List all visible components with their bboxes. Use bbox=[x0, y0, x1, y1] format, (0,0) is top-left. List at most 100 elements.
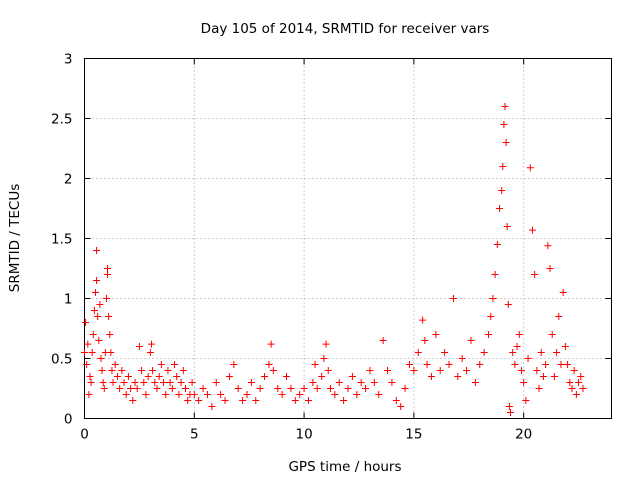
data-point bbox=[348, 373, 356, 380]
data-point bbox=[401, 385, 409, 392]
data-point bbox=[296, 391, 304, 398]
data-point bbox=[553, 349, 561, 356]
data-point bbox=[153, 385, 161, 392]
data-point bbox=[147, 340, 155, 348]
data-point bbox=[131, 379, 139, 386]
data-point bbox=[89, 331, 97, 338]
x-tick-label: 10 bbox=[295, 427, 312, 443]
data-point bbox=[414, 349, 422, 356]
data-point bbox=[489, 295, 497, 302]
data-point bbox=[340, 397, 348, 404]
data-point bbox=[179, 367, 187, 374]
data-point bbox=[151, 379, 159, 386]
data-point bbox=[504, 301, 512, 308]
plot-frame bbox=[84, 58, 612, 419]
data-point bbox=[324, 367, 332, 374]
data-point bbox=[309, 379, 317, 386]
data-point bbox=[175, 391, 183, 398]
data-point bbox=[84, 340, 92, 348]
data-point bbox=[199, 385, 207, 392]
data-point bbox=[106, 331, 114, 338]
data-point bbox=[511, 361, 519, 368]
data-point bbox=[533, 367, 541, 374]
data-point bbox=[274, 385, 282, 392]
data-point bbox=[564, 361, 572, 368]
data-point bbox=[550, 373, 558, 380]
data-point bbox=[283, 373, 291, 380]
data-point bbox=[188, 379, 196, 386]
data-point bbox=[502, 139, 510, 146]
data-point bbox=[247, 379, 255, 386]
y-tick-labels: 0 0.5 1 1.5 2 2.5 3 bbox=[51, 52, 72, 428]
data-point bbox=[190, 391, 198, 398]
data-point bbox=[252, 397, 260, 404]
y-tick-label: 2 bbox=[64, 172, 73, 188]
data-point bbox=[579, 385, 587, 392]
data-point bbox=[313, 385, 321, 392]
data-point bbox=[531, 271, 539, 278]
data-point bbox=[501, 103, 509, 110]
data-point bbox=[243, 391, 251, 398]
data-point bbox=[542, 361, 550, 368]
x-tick-label: 5 bbox=[190, 427, 199, 443]
data-point bbox=[370, 379, 378, 386]
data-point bbox=[503, 223, 511, 230]
data-point bbox=[98, 367, 106, 374]
data-point bbox=[184, 397, 192, 404]
data-points bbox=[81, 103, 587, 416]
data-point bbox=[155, 373, 163, 380]
data-point bbox=[572, 391, 580, 398]
data-point bbox=[234, 385, 242, 392]
data-point bbox=[436, 367, 444, 374]
data-point bbox=[471, 379, 479, 386]
data-point bbox=[83, 361, 91, 368]
data-point bbox=[135, 343, 143, 350]
data-point bbox=[265, 361, 273, 368]
chart-title: Day 105 of 2014, SRMTID for receiver var… bbox=[201, 21, 490, 37]
data-point bbox=[515, 331, 523, 338]
data-point bbox=[548, 331, 556, 338]
data-point bbox=[476, 361, 484, 368]
data-point bbox=[157, 361, 165, 368]
data-point bbox=[458, 355, 466, 362]
data-point bbox=[160, 379, 168, 386]
data-point bbox=[120, 379, 128, 386]
data-point bbox=[449, 295, 457, 302]
data-point bbox=[575, 379, 583, 386]
data-point bbox=[86, 373, 94, 380]
data-point bbox=[318, 373, 326, 380]
data-point bbox=[91, 289, 99, 296]
data-point bbox=[142, 391, 150, 398]
data-point bbox=[454, 373, 462, 380]
y-tick-label: 2.5 bbox=[51, 112, 72, 128]
data-point bbox=[491, 271, 499, 278]
data-point bbox=[423, 361, 431, 368]
data-point bbox=[81, 349, 88, 356]
data-point bbox=[357, 379, 365, 386]
data-point bbox=[522, 397, 530, 404]
data-point bbox=[96, 301, 104, 308]
data-point bbox=[480, 349, 488, 356]
data-point bbox=[506, 409, 514, 416]
data-point bbox=[140, 379, 148, 386]
data-point bbox=[208, 403, 216, 410]
data-point bbox=[520, 379, 528, 386]
data-point bbox=[269, 367, 277, 374]
data-point bbox=[100, 385, 108, 392]
data-point bbox=[107, 349, 115, 356]
data-point bbox=[366, 367, 374, 374]
data-point bbox=[87, 379, 95, 386]
data-point bbox=[405, 361, 413, 368]
data-point bbox=[99, 379, 107, 386]
data-point bbox=[526, 164, 534, 172]
data-point bbox=[93, 277, 101, 284]
data-point bbox=[221, 397, 229, 404]
data-point bbox=[85, 391, 93, 398]
data-point bbox=[261, 373, 269, 380]
data-point bbox=[104, 265, 112, 272]
data-point bbox=[441, 349, 449, 356]
data-point bbox=[278, 391, 286, 398]
x-tick-label: 15 bbox=[405, 427, 422, 443]
data-point bbox=[225, 373, 233, 380]
data-point bbox=[524, 355, 532, 362]
